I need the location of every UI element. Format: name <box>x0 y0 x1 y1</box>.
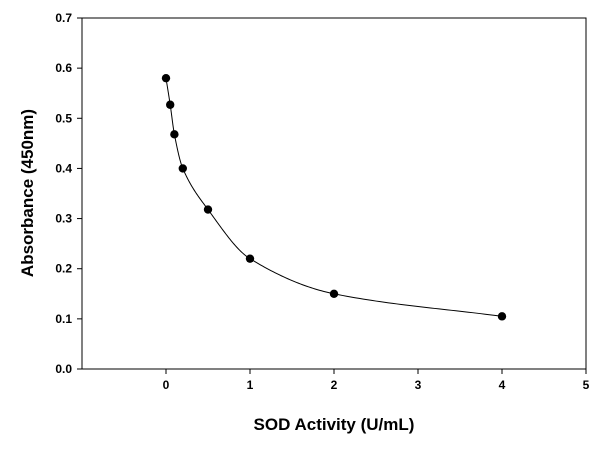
x-axis-label: SOD Activity (U/mL) <box>254 415 415 434</box>
y-tick-label: 0.6 <box>55 61 72 75</box>
data-point <box>245 254 255 263</box>
y-axis: 0.0 0.1 0.2 0.3 0.4 0.5 0.6 0.7 <box>55 11 82 376</box>
data-point <box>178 164 187 173</box>
x-axis: 0 1 2 3 4 5 <box>163 369 590 392</box>
y-axis-label: Absorbance (450nm) <box>18 109 37 277</box>
data-points <box>161 73 507 321</box>
data-point <box>497 312 507 321</box>
plot-area <box>81 17 587 370</box>
y-tick-label: 0.2 <box>55 262 72 276</box>
y-tick-label: 0.4 <box>55 161 72 175</box>
data-point <box>166 100 175 109</box>
plot-frame <box>81 17 587 370</box>
y-tick-label: 0.7 <box>55 11 72 25</box>
fit-curve <box>165 78 503 317</box>
x-tick-label: 1 <box>247 378 254 392</box>
x-tick-label: 4 <box>499 378 506 392</box>
y-tick-label: 0.3 <box>55 212 72 226</box>
data-point <box>329 289 339 298</box>
x-tick-label: 2 <box>331 378 338 392</box>
data-point <box>161 73 171 83</box>
y-tick-label: 0.0 <box>55 362 72 376</box>
y-tick-label: 0.1 <box>55 312 72 326</box>
data-point <box>203 205 213 214</box>
x-tick-label: 5 <box>583 378 590 392</box>
y-tick-label: 0.5 <box>55 111 72 125</box>
x-tick-label: 0 <box>163 378 170 392</box>
data-point <box>170 130 179 139</box>
x-tick-label: 3 <box>415 378 422 392</box>
